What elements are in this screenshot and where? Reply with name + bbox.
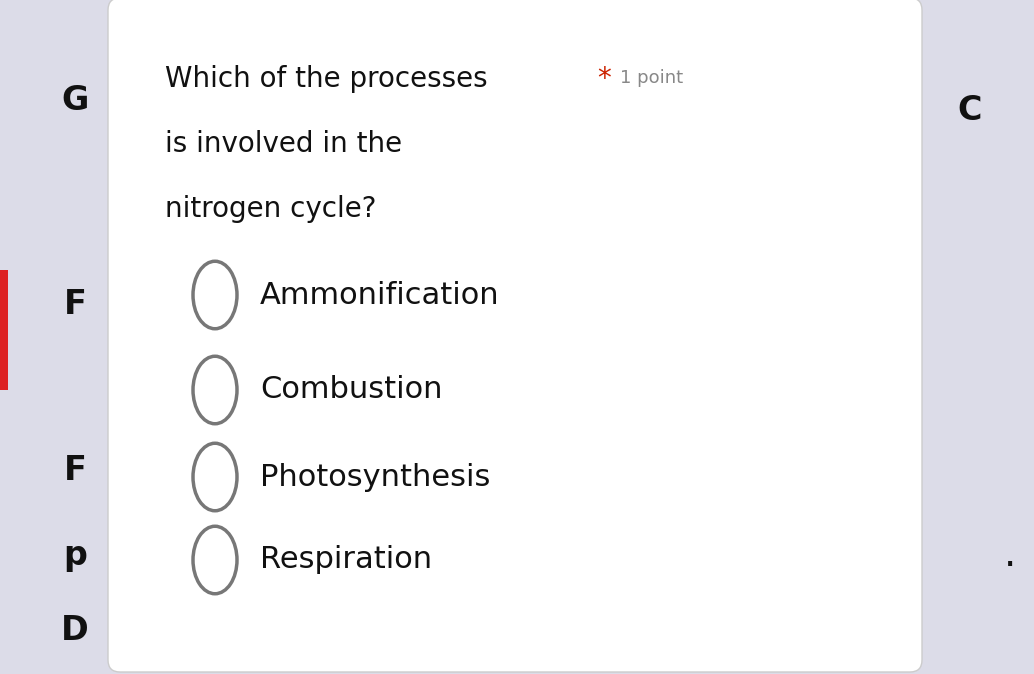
Text: is involved in the: is involved in the (165, 130, 402, 158)
Text: .: . (1004, 536, 1016, 574)
Text: F: F (63, 454, 87, 487)
Text: nitrogen cycle?: nitrogen cycle? (165, 195, 376, 223)
Text: C: C (957, 94, 982, 127)
FancyBboxPatch shape (108, 0, 922, 672)
Text: Which of the processes: Which of the processes (165, 65, 488, 93)
Text: Combustion: Combustion (260, 375, 443, 404)
Text: Respiration: Respiration (260, 545, 432, 574)
Text: Photosynthesis: Photosynthesis (260, 462, 490, 491)
Text: D: D (61, 613, 89, 646)
Text: F: F (63, 288, 87, 321)
Text: Ammonification: Ammonification (260, 280, 499, 309)
Text: *: * (597, 65, 611, 93)
Bar (0, 270, 8, 390)
Text: p: p (63, 539, 87, 572)
Text: G: G (61, 84, 89, 117)
Text: 1 point: 1 point (620, 69, 683, 87)
